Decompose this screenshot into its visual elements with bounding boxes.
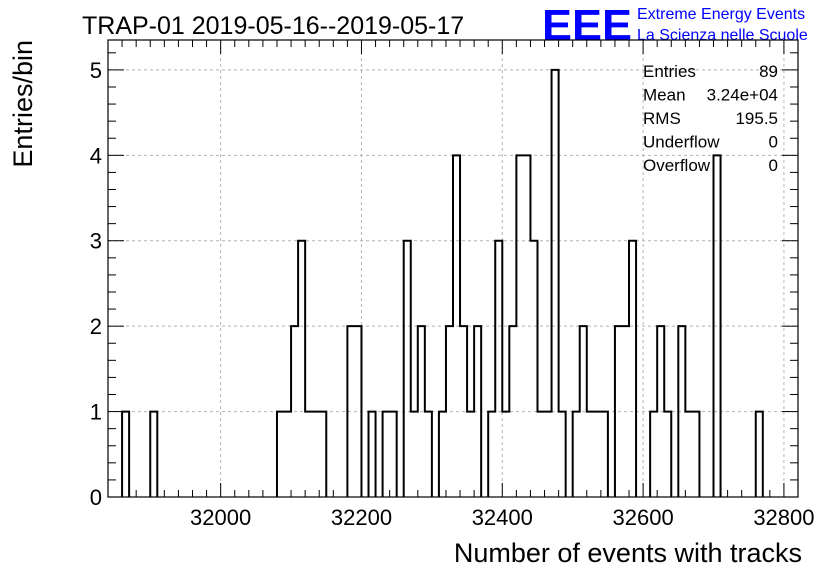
stats-entry-name: Underflow [643, 133, 720, 152]
stats-entry-value: 89 [759, 62, 778, 81]
stats-box: Entries 89 Mean 3.24e+04 RMS 195.5 Underflow 0 O… [643, 62, 778, 175]
histogram-line [121, 68, 764, 497]
stats-entry-name: Entries [643, 62, 696, 81]
stats-entry-name: Mean [643, 86, 686, 105]
x-tick-label: 32200 [331, 505, 392, 530]
y-tick-label: 4 [90, 143, 102, 168]
y-axis-label: Entries/bin [8, 40, 38, 168]
y-tick-label: 1 [90, 400, 102, 425]
axis-ticks [107, 40, 799, 498]
logo-line-1: Extreme Energy Events [637, 6, 805, 23]
y-tick-labels: 0 1 2 3 4 5 [90, 58, 102, 510]
stats-entry-value: 0 [769, 156, 778, 175]
y-tick-label: 0 [90, 485, 102, 510]
stats-entry-value: 0 [769, 133, 778, 152]
stats-entry-value: 195.5 [735, 109, 778, 128]
x-tick-label: 32000 [190, 505, 251, 530]
x-tick-label: 32400 [472, 505, 533, 530]
stats-entry-value: 3.24e+04 [707, 86, 778, 105]
chart-title: TRAP-01 2019-05-16--2019-05-17 [82, 12, 464, 40]
logo-line-2: La Scienza nelle Scuole [637, 27, 808, 44]
stats-entry-name: RMS [643, 109, 681, 128]
x-axis-label: Number of events with tracks [454, 538, 802, 568]
y-tick-label: 3 [90, 229, 102, 254]
plot-frame [107, 39, 799, 498]
x-tick-label: 32600 [613, 505, 674, 530]
y-tick-label: 5 [90, 58, 102, 83]
x-tick-labels: 32000 32200 32400 32600 32800 [190, 505, 814, 530]
stats-entry-name: Overflow [643, 156, 711, 175]
x-tick-label: 32800 [753, 505, 814, 530]
y-tick-label: 2 [90, 314, 102, 339]
